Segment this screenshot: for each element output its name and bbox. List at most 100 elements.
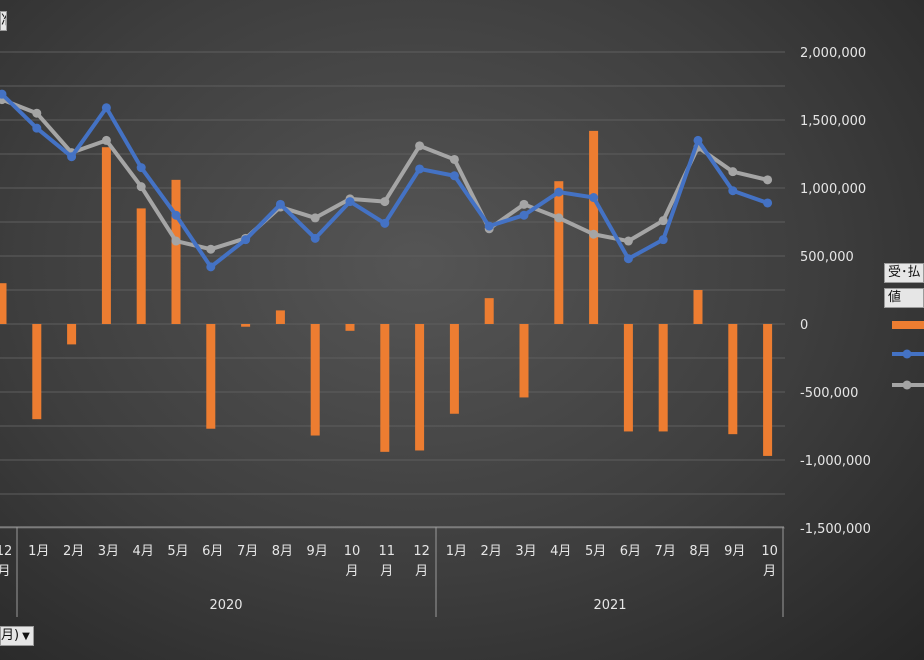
line-point bbox=[32, 123, 42, 133]
line-point bbox=[101, 103, 111, 113]
y-tick-label: 1,500,000 bbox=[800, 114, 866, 129]
field-button-top[interactable]: 准 bbox=[0, 11, 7, 31]
line-point bbox=[380, 197, 390, 207]
bar bbox=[32, 324, 42, 420]
legend-swatch-bar bbox=[892, 321, 924, 329]
bar bbox=[484, 298, 494, 324]
line-point bbox=[763, 198, 773, 208]
x-tick-label: 7月 bbox=[237, 544, 258, 559]
line-point bbox=[449, 171, 459, 181]
y-tick-label: 2,000,000 bbox=[800, 46, 866, 61]
x-tick-label: 4月 bbox=[133, 544, 154, 559]
line-point bbox=[693, 135, 703, 145]
bar bbox=[693, 290, 703, 324]
legend-field-button[interactable]: 受･払 bbox=[884, 263, 924, 283]
bar bbox=[415, 324, 425, 451]
y-tick-label: -1,500,000 bbox=[800, 522, 871, 537]
x-tick-label: 6月 bbox=[620, 544, 641, 559]
bar bbox=[171, 179, 181, 324]
bar bbox=[206, 324, 216, 429]
x-tick-label: 7月 bbox=[655, 544, 676, 559]
bar bbox=[658, 324, 668, 432]
x-tick-label: 6月 bbox=[202, 544, 223, 559]
line-point bbox=[623, 236, 633, 246]
bar bbox=[136, 208, 146, 324]
bar bbox=[763, 324, 773, 456]
line-point bbox=[32, 108, 42, 118]
x-tick-label: 1月 bbox=[28, 544, 49, 559]
line-point bbox=[728, 186, 738, 196]
x-tick-label: 10 月 bbox=[344, 544, 361, 579]
dropdown-arrow-icon[interactable]: ▼ bbox=[22, 631, 30, 642]
bar bbox=[310, 324, 320, 436]
bar bbox=[67, 324, 77, 345]
line-point bbox=[484, 221, 494, 231]
line-point bbox=[241, 235, 251, 245]
legend-value-label: 値 bbox=[884, 288, 924, 308]
year-label: 2020 bbox=[209, 598, 242, 613]
gridlines bbox=[0, 51, 785, 529]
line-point bbox=[415, 164, 425, 174]
line-point bbox=[589, 229, 599, 239]
line-point bbox=[623, 254, 633, 264]
y-axis-ticks: 2,000,000 1,500,000 1,000,000 500,000 0 -500,… bbox=[800, 46, 871, 537]
bar bbox=[554, 181, 564, 324]
field-button-axis[interactable]: 月) ▼ bbox=[0, 626, 34, 646]
bar bbox=[345, 324, 355, 331]
bar bbox=[623, 324, 633, 432]
line-point bbox=[763, 175, 773, 185]
line-point bbox=[519, 199, 529, 209]
y-tick-label: 500,000 bbox=[800, 250, 854, 265]
legend-swatches bbox=[892, 321, 924, 390]
line-point bbox=[449, 154, 459, 164]
x-tick-label: 2月 bbox=[63, 544, 84, 559]
line-point bbox=[554, 213, 564, 223]
line-point bbox=[310, 233, 320, 243]
y-tick-label: -1,000,000 bbox=[800, 454, 871, 469]
bar-series bbox=[0, 130, 773, 456]
x-tick-label: 9月 bbox=[307, 544, 328, 559]
line-point bbox=[136, 163, 146, 173]
y-tick-label: 1,000,000 bbox=[800, 182, 866, 197]
bar bbox=[241, 324, 251, 327]
x-tick-label: 9月 bbox=[724, 544, 745, 559]
line-point bbox=[658, 235, 668, 245]
line-point bbox=[589, 193, 599, 203]
year-label: 2021 bbox=[593, 598, 626, 613]
bar bbox=[519, 324, 529, 398]
x-tick-label: 12月 bbox=[0, 544, 12, 579]
x-tick-label: 5月 bbox=[167, 544, 188, 559]
line-point bbox=[275, 199, 285, 209]
line-series bbox=[0, 89, 773, 272]
x-tick-label: 8月 bbox=[272, 544, 293, 559]
y-tick-label: -500,000 bbox=[800, 386, 858, 401]
x-axis: 12月 1月 2月 3月 4月 5月 6月 7月 8月 9月 10月 11月 12月 1月 2月 3月 4月 5月… bbox=[0, 526, 784, 617]
line-point bbox=[658, 216, 668, 226]
legend-swatch-marker bbox=[902, 349, 912, 359]
x-tick-label: 1月 bbox=[446, 544, 467, 559]
x-tick-label: 4月 bbox=[550, 544, 571, 559]
bar bbox=[728, 324, 738, 435]
x-tick-label: 5月 bbox=[585, 544, 606, 559]
line-point bbox=[728, 167, 738, 177]
x-tick-label: 11 月 bbox=[379, 544, 396, 579]
line-point bbox=[136, 182, 146, 192]
line-point bbox=[101, 135, 111, 145]
line-point bbox=[310, 213, 320, 223]
bar bbox=[0, 283, 7, 324]
x-tick-label: 10 月 bbox=[761, 544, 778, 579]
line-point bbox=[519, 210, 529, 220]
x-tick-label: 2月 bbox=[481, 544, 502, 559]
line-point bbox=[171, 236, 181, 246]
line-point bbox=[554, 187, 564, 197]
field-button-axis-label: 月) bbox=[1, 628, 20, 643]
line-point bbox=[415, 141, 425, 151]
line-point bbox=[67, 152, 77, 162]
x-tick-label: 8月 bbox=[689, 544, 710, 559]
y-tick-label: 0 bbox=[800, 318, 808, 333]
line-point bbox=[171, 210, 181, 220]
x-tick-label: 3月 bbox=[515, 544, 536, 559]
line-point bbox=[345, 197, 355, 207]
